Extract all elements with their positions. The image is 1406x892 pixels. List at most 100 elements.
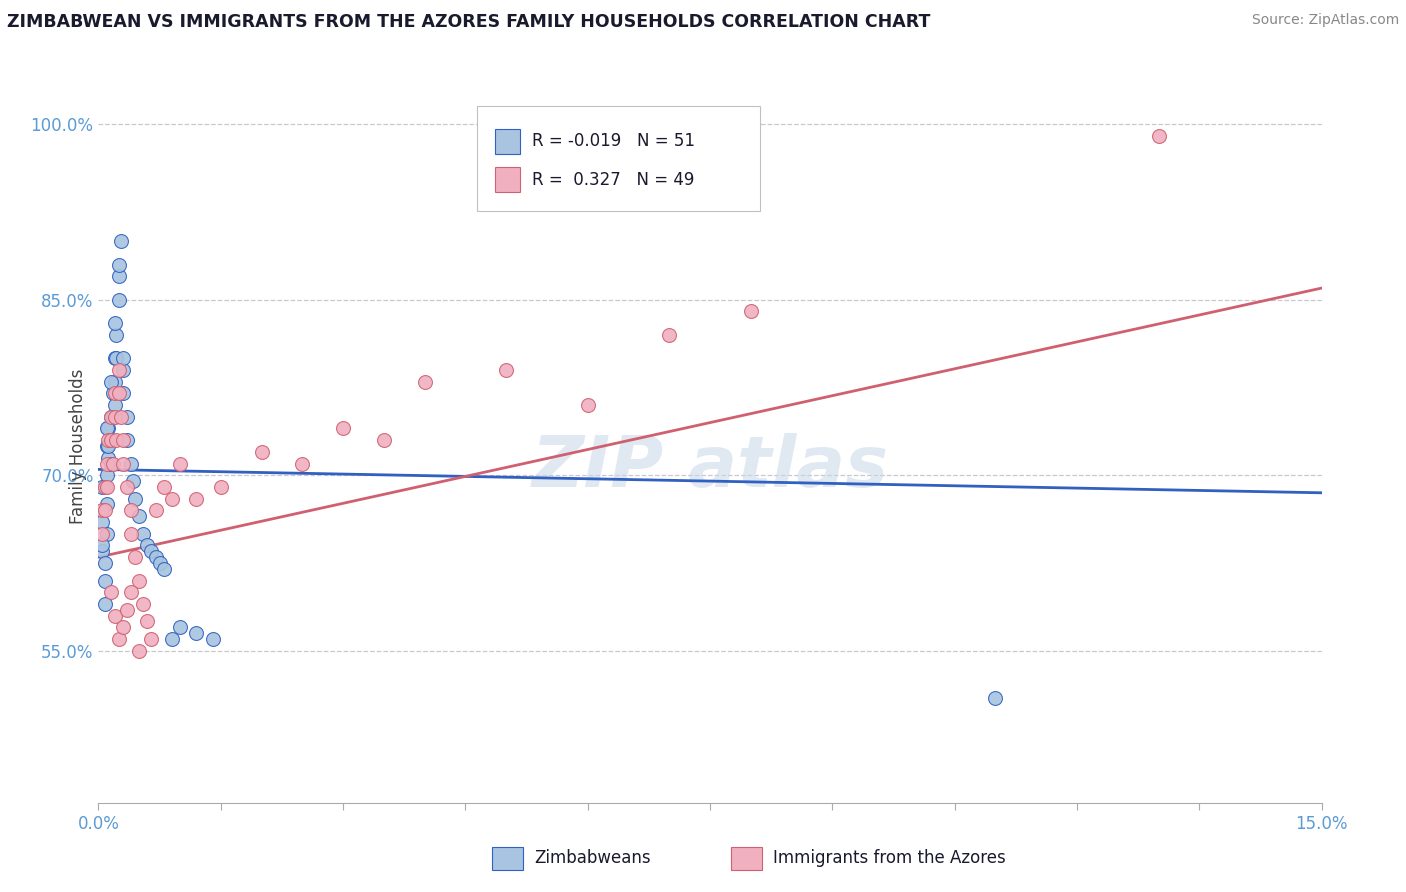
Point bbox=[104, 398, 127, 412]
Point bbox=[110, 234, 132, 248]
Point bbox=[94, 556, 117, 570]
Text: Immigrants from the Azores: Immigrants from the Azores bbox=[773, 849, 1007, 867]
Point bbox=[128, 644, 150, 658]
Point bbox=[91, 544, 114, 558]
Point bbox=[984, 690, 1007, 705]
Point bbox=[100, 409, 122, 424]
Point bbox=[145, 503, 167, 517]
Point bbox=[100, 433, 122, 447]
Point bbox=[105, 433, 128, 447]
Point bbox=[108, 269, 131, 284]
Point bbox=[124, 550, 146, 565]
Point bbox=[91, 538, 114, 552]
Point bbox=[149, 556, 172, 570]
Point bbox=[145, 550, 167, 565]
Point bbox=[115, 409, 138, 424]
Point bbox=[91, 526, 114, 541]
Point bbox=[1147, 128, 1170, 143]
Point bbox=[104, 386, 127, 401]
Point bbox=[120, 503, 142, 517]
Point bbox=[94, 574, 117, 588]
Point bbox=[96, 439, 118, 453]
Point bbox=[108, 386, 131, 401]
Point bbox=[186, 626, 208, 640]
Point bbox=[100, 585, 122, 599]
Point bbox=[291, 457, 314, 471]
Point bbox=[97, 450, 120, 465]
Point bbox=[152, 562, 174, 576]
Point bbox=[108, 363, 131, 377]
Point bbox=[576, 398, 599, 412]
Point bbox=[97, 439, 120, 453]
Text: R = -0.019   N = 51: R = -0.019 N = 51 bbox=[531, 132, 695, 151]
Point bbox=[201, 632, 224, 646]
Point bbox=[100, 409, 122, 424]
Point bbox=[132, 597, 155, 611]
Point bbox=[132, 526, 155, 541]
Point bbox=[115, 603, 138, 617]
Point bbox=[105, 351, 128, 366]
Point bbox=[413, 375, 436, 389]
Point bbox=[100, 457, 122, 471]
Point bbox=[169, 620, 191, 634]
Point bbox=[104, 409, 127, 424]
Point bbox=[108, 632, 131, 646]
Point bbox=[111, 433, 134, 447]
Point bbox=[97, 433, 120, 447]
Point bbox=[120, 457, 142, 471]
Point bbox=[96, 421, 118, 435]
Point bbox=[160, 632, 183, 646]
Point bbox=[91, 503, 114, 517]
Point bbox=[96, 457, 118, 471]
Point bbox=[115, 433, 138, 447]
Point bbox=[104, 375, 127, 389]
Point bbox=[186, 491, 208, 506]
Point bbox=[91, 480, 114, 494]
Point bbox=[91, 515, 114, 529]
Point bbox=[96, 480, 118, 494]
Point bbox=[110, 409, 132, 424]
Point bbox=[111, 457, 134, 471]
Text: ZIMBABWEAN VS IMMIGRANTS FROM THE AZORES FAMILY HOUSEHOLDS CORRELATION CHART: ZIMBABWEAN VS IMMIGRANTS FROM THE AZORES… bbox=[7, 13, 931, 31]
Point bbox=[104, 608, 127, 623]
Point bbox=[94, 503, 117, 517]
Text: ZIP atlas: ZIP atlas bbox=[531, 433, 889, 502]
Text: Source: ZipAtlas.com: Source: ZipAtlas.com bbox=[1251, 13, 1399, 28]
Point bbox=[121, 474, 143, 488]
Point bbox=[332, 421, 354, 435]
Point bbox=[160, 491, 183, 506]
Point bbox=[104, 351, 127, 366]
Point bbox=[169, 457, 191, 471]
Point bbox=[96, 498, 118, 512]
Point bbox=[100, 433, 122, 447]
Point bbox=[105, 327, 128, 342]
Point bbox=[108, 258, 131, 272]
Point bbox=[101, 457, 124, 471]
Text: R =  0.327   N = 49: R = 0.327 N = 49 bbox=[531, 171, 695, 189]
Point bbox=[97, 421, 120, 435]
Point bbox=[120, 526, 142, 541]
Point bbox=[136, 615, 159, 629]
Point bbox=[104, 316, 127, 330]
Point bbox=[152, 480, 174, 494]
Point bbox=[101, 409, 124, 424]
Point bbox=[495, 363, 517, 377]
Point bbox=[94, 480, 117, 494]
Point bbox=[209, 480, 232, 494]
Point bbox=[111, 386, 134, 401]
Point bbox=[141, 544, 163, 558]
Point bbox=[250, 445, 273, 459]
Y-axis label: Family Households: Family Households bbox=[69, 368, 87, 524]
Point bbox=[101, 386, 124, 401]
Point bbox=[96, 468, 118, 483]
Point bbox=[94, 597, 117, 611]
Point bbox=[128, 509, 150, 524]
Point bbox=[740, 304, 762, 318]
Point bbox=[128, 574, 150, 588]
Point bbox=[111, 363, 134, 377]
Point bbox=[96, 526, 118, 541]
Point bbox=[136, 538, 159, 552]
Point bbox=[111, 351, 134, 366]
Point bbox=[115, 480, 138, 494]
Text: Zimbabweans: Zimbabweans bbox=[534, 849, 651, 867]
